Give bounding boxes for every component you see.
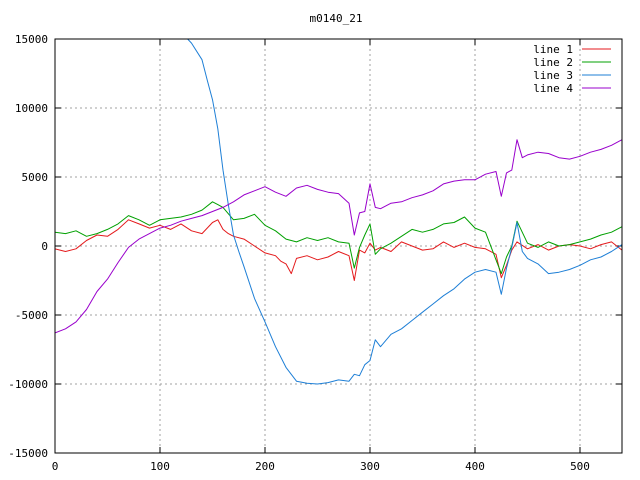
y-tick-label: 0 — [41, 240, 48, 253]
y-tick-label: -10000 — [8, 378, 48, 391]
y-tick-label: 15000 — [15, 33, 48, 46]
legend-label: line 2 — [533, 56, 573, 69]
y-tick-label: 5000 — [22, 171, 49, 184]
series-lines — [55, 39, 622, 385]
x-tick-label: 300 — [360, 460, 380, 473]
plot-frame — [54, 38, 623, 454]
x-tick-label: 400 — [465, 460, 485, 473]
legend-label: line 4 — [533, 82, 573, 95]
series-line-1 — [55, 219, 622, 281]
x-tick-label: 0 — [52, 460, 59, 473]
y-tick-label: 10000 — [15, 102, 48, 115]
x-tick-label: 500 — [570, 460, 590, 473]
legend-label: line 3 — [533, 69, 573, 82]
x-tick-label: 200 — [255, 460, 275, 473]
series-line-3 — [186, 39, 622, 385]
axis-ticks: 0 100 200 300 400 500 -15000 -10000 -5000 0 5000 10… — [8, 33, 622, 473]
chart-title: m0140_21 — [310, 12, 363, 25]
y-tick-label: -15000 — [8, 447, 48, 460]
series-line-4 — [55, 139, 622, 334]
series-line-2 — [55, 201, 622, 275]
y-tick-label: -5000 — [15, 309, 48, 322]
legend-label: line 1 — [533, 43, 573, 56]
x-tick-label: 100 — [150, 460, 170, 473]
